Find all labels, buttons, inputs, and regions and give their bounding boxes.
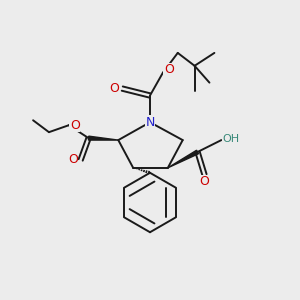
Text: N: N xyxy=(145,116,155,129)
Text: O: O xyxy=(164,63,174,76)
Text: O: O xyxy=(200,175,209,188)
Text: OH: OH xyxy=(223,134,240,144)
Polygon shape xyxy=(88,136,118,140)
Text: O: O xyxy=(70,119,80,132)
Text: O: O xyxy=(110,82,119,95)
Text: O: O xyxy=(68,153,78,167)
Polygon shape xyxy=(168,150,199,168)
